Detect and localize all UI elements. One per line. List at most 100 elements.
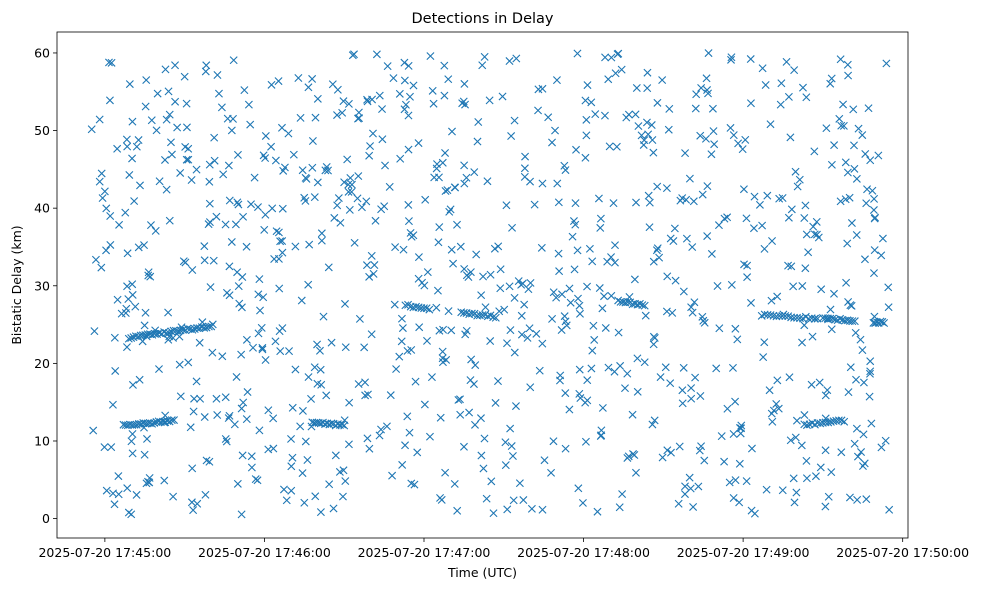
data-point xyxy=(389,74,398,83)
data-point xyxy=(773,376,782,385)
data-point xyxy=(110,333,119,342)
data-point xyxy=(648,136,657,144)
data-point xyxy=(826,305,835,314)
data-point xyxy=(432,303,441,312)
data-point xyxy=(213,71,222,79)
data-point xyxy=(703,232,712,241)
data-point xyxy=(259,293,268,302)
data-point xyxy=(327,419,336,428)
data-point xyxy=(234,200,243,209)
data-point xyxy=(778,311,787,320)
data-point xyxy=(707,150,716,159)
data-point xyxy=(362,261,371,270)
data-point xyxy=(647,121,656,130)
data-point xyxy=(398,324,407,333)
data-point xyxy=(134,332,143,341)
data-point xyxy=(114,472,123,481)
data-point xyxy=(440,91,449,100)
data-point xyxy=(338,492,347,501)
data-point xyxy=(110,500,119,509)
data-point xyxy=(287,486,296,495)
y-tick-label: 0 xyxy=(42,511,50,526)
data-point xyxy=(802,456,811,465)
data-point xyxy=(868,186,877,195)
data-point xyxy=(633,387,642,396)
data-point xyxy=(382,422,391,431)
x-tick-label: 2025-07-20 17:50:00 xyxy=(836,545,969,560)
data-point xyxy=(666,379,675,388)
data-point xyxy=(877,251,886,260)
data-point xyxy=(153,89,162,98)
data-point xyxy=(827,325,836,334)
data-point xyxy=(688,308,697,317)
data-point xyxy=(446,205,455,214)
data-point xyxy=(645,223,654,232)
data-point xyxy=(247,200,255,209)
data-point xyxy=(650,416,659,425)
data-point xyxy=(755,200,764,209)
data-point xyxy=(680,490,689,499)
data-point xyxy=(853,452,862,461)
data-point xyxy=(688,243,697,252)
data-point xyxy=(255,426,264,435)
data-point xyxy=(812,217,821,226)
data-point xyxy=(453,220,462,229)
data-point xyxy=(395,352,404,361)
data-point xyxy=(802,230,811,239)
data-point xyxy=(313,340,322,349)
data-point xyxy=(480,434,489,443)
data-point xyxy=(469,380,478,389)
data-point xyxy=(383,62,392,71)
data-point xyxy=(250,173,259,182)
data-point xyxy=(447,326,456,335)
data-point xyxy=(227,237,236,246)
data-point xyxy=(339,97,348,106)
data-point xyxy=(644,130,653,139)
data-point xyxy=(454,395,463,404)
data-point xyxy=(202,61,211,70)
data-point xyxy=(633,354,642,363)
data-point xyxy=(505,57,514,66)
data-point xyxy=(727,55,736,64)
data-point xyxy=(301,196,310,205)
data-point xyxy=(668,308,677,317)
data-point xyxy=(707,249,716,258)
data-point xyxy=(595,284,604,293)
data-point xyxy=(242,415,251,424)
data-point xyxy=(278,248,287,257)
data-point xyxy=(858,346,867,355)
data-point xyxy=(870,194,879,203)
data-point xyxy=(746,55,755,64)
data-point xyxy=(147,116,156,125)
data-point xyxy=(400,105,409,114)
data-point xyxy=(618,490,627,499)
data-point xyxy=(311,492,320,501)
data-point xyxy=(713,282,722,290)
data-point xyxy=(413,448,422,457)
data-point xyxy=(662,307,671,316)
data-point xyxy=(174,327,183,336)
data-point xyxy=(860,459,869,468)
data-point xyxy=(317,236,326,245)
data-point xyxy=(604,75,613,84)
data-point xyxy=(850,317,859,326)
y-axis: 0 10 20 30 40 50 60 xyxy=(34,45,57,526)
data-point xyxy=(368,95,377,104)
data-point xyxy=(436,413,445,422)
data-point xyxy=(494,242,503,251)
data-point xyxy=(507,442,516,451)
data-point xyxy=(113,144,122,153)
data-point xyxy=(727,53,736,62)
data-point xyxy=(574,484,583,493)
data-point xyxy=(720,214,729,223)
data-point xyxy=(221,220,230,229)
data-point xyxy=(355,314,364,323)
data-point xyxy=(640,358,649,367)
data-point xyxy=(714,221,723,230)
data-point xyxy=(375,91,384,100)
data-point xyxy=(90,327,99,336)
data-point xyxy=(404,61,413,70)
data-point xyxy=(642,118,651,127)
data-point xyxy=(526,177,535,186)
data-point xyxy=(285,347,294,356)
